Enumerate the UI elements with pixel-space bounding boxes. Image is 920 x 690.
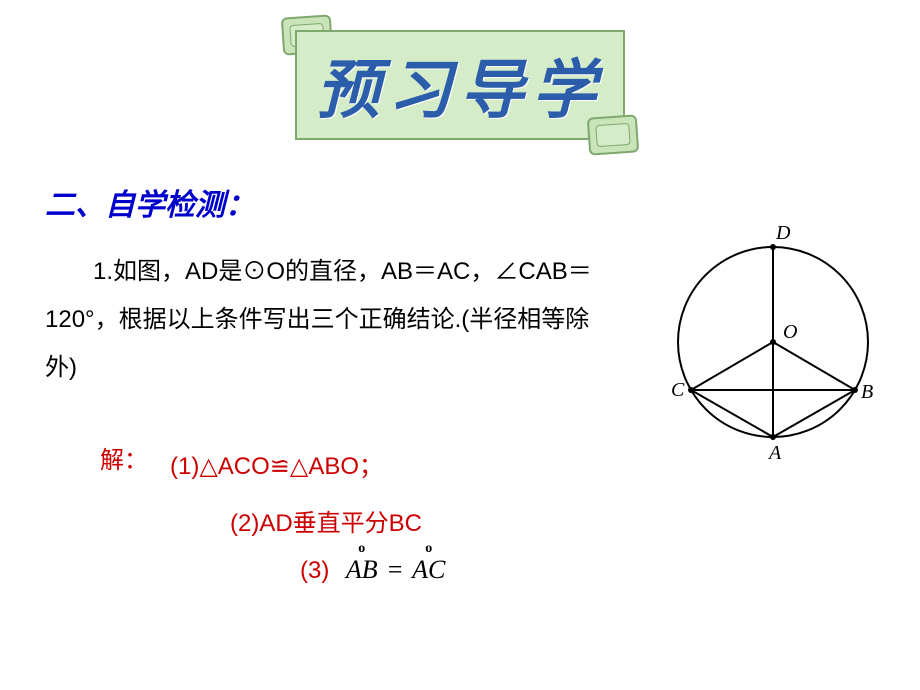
answer-line-2: (2)AD垂直平分BC	[230, 502, 447, 545]
answer-label: 解：	[100, 448, 148, 474]
answer-line-3: (3) oAB = oAC	[300, 555, 447, 585]
arc-AC: oAC	[412, 555, 445, 585]
arc-AB: oAB	[346, 555, 378, 585]
problem-text: 1.如图，AD是⊙O的直径，AB＝AC，∠CAB＝120°，根据以上条件写出三个…	[45, 248, 605, 392]
geometry-diagram: D O C B A	[655, 220, 890, 465]
banner-body: 预习导学	[295, 30, 625, 140]
equals-sign: =	[386, 555, 410, 584]
svg-text:D: D	[775, 222, 791, 244]
svg-text:O: O	[783, 321, 797, 343]
answer-line-1: (1)△ACO≌△ABO；	[170, 445, 447, 488]
scroll-decoration-right	[587, 114, 640, 155]
answer3-label: (3)	[300, 557, 329, 584]
banner-text: 预习导学	[316, 39, 604, 131]
section-title: 二、自学检测：	[45, 180, 255, 224]
svg-text:B: B	[861, 381, 873, 403]
svg-text:A: A	[767, 442, 782, 464]
svg-text:C: C	[671, 379, 685, 401]
answer-block: 解： (1)△ACO≌△ABO； (2)AD垂直平分BC (3) oAB = o…	[100, 440, 447, 585]
title-banner: 预习导学	[270, 10, 650, 160]
